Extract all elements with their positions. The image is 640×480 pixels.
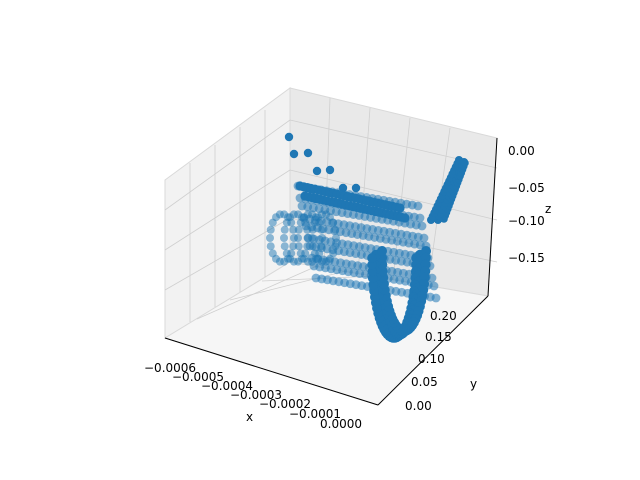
grid-line-back-h-1 (289, 169, 498, 221)
x-tick-label: −0.0001 (289, 407, 341, 421)
y-tick-label: 0.20 (430, 309, 457, 323)
z-tick-label: 0.00 (508, 144, 535, 158)
x-tick-label: 0.0000 (320, 417, 362, 431)
y-axis-line (377, 295, 489, 406)
data-point (296, 249, 305, 258)
data-point (400, 213, 410, 223)
data-point (317, 242, 326, 251)
data-point (308, 242, 317, 251)
x-tick-label: −0.0002 (259, 397, 311, 411)
data-point (268, 249, 277, 258)
data-point (284, 132, 294, 142)
data-point (294, 242, 303, 251)
z-tick-label: −0.05 (508, 181, 545, 195)
data-point (310, 249, 319, 258)
data-point (266, 234, 274, 242)
data-point (415, 213, 425, 223)
data-point (419, 233, 429, 243)
z-axis-line (487, 137, 498, 297)
data-point (367, 253, 377, 263)
y-tick-label: 0.00 (405, 399, 432, 413)
y-tick-label: 0.15 (425, 330, 452, 344)
data-point (331, 225, 340, 234)
data-point (266, 225, 275, 234)
data-point (367, 259, 377, 270)
data-point (280, 242, 289, 251)
data-point (289, 149, 299, 159)
data-point (417, 221, 427, 231)
grid-line-left-h-1 (164, 169, 291, 251)
data-point (351, 183, 361, 193)
x-tick-label: −0.0006 (144, 361, 196, 375)
data-point (303, 148, 313, 158)
data-point (294, 225, 303, 234)
z-tick-label: −0.10 (508, 214, 545, 228)
y-tick-label: 0.05 (411, 375, 438, 389)
data-point (280, 225, 289, 234)
data-point (308, 225, 317, 234)
data-point (325, 165, 335, 175)
y-tick-label: 0.10 (418, 352, 445, 366)
x-tick-label: −0.0005 (172, 370, 224, 384)
data-point (429, 281, 439, 291)
x-tick-label: −0.0004 (201, 379, 253, 393)
x-tick-label: −0.0003 (230, 388, 282, 402)
data-point (431, 293, 441, 303)
data-point (377, 246, 387, 256)
data-point (280, 234, 288, 242)
data-point (331, 242, 340, 251)
data-point (427, 273, 437, 283)
data-point (413, 201, 423, 211)
data-point (312, 166, 322, 176)
grid-line-floor-0 (196, 265, 318, 320)
data-point (329, 218, 338, 227)
z-tick-label: −0.15 (508, 251, 545, 265)
data-point (308, 234, 316, 242)
data-point (266, 242, 275, 251)
data-point (395, 203, 405, 213)
data-point (294, 234, 302, 242)
data-point (282, 249, 291, 258)
data-point (367, 266, 378, 277)
x-axis-line (164, 337, 379, 406)
data-point (317, 225, 326, 234)
data-point (318, 234, 326, 242)
grid-line-left-h-0 (164, 119, 291, 211)
data-point (461, 159, 469, 167)
data-point (332, 234, 340, 242)
